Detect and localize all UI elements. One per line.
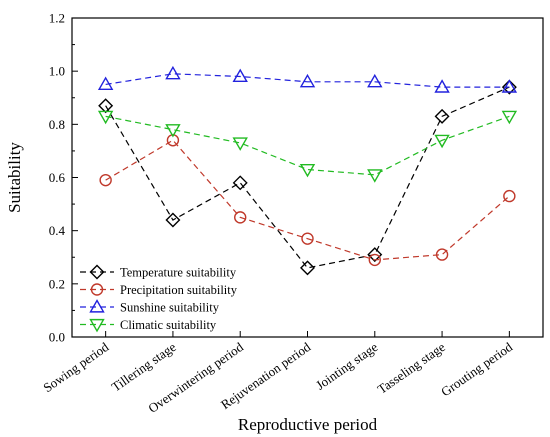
data-point (501, 110, 518, 125)
legend-label: Precipitation suitability (120, 283, 238, 297)
series-line (105, 115, 510, 176)
legend-marker (89, 299, 105, 313)
legend-label: Temperature suitability (120, 266, 237, 280)
data-point (232, 175, 248, 191)
data-point (434, 79, 450, 93)
data-point (232, 68, 248, 83)
data-point (501, 79, 517, 95)
data-point (435, 248, 449, 261)
data-point (503, 189, 516, 203)
data-point (165, 212, 181, 228)
y-tick-label: 0.6 (49, 170, 66, 185)
series-temperature-suitability (98, 79, 517, 276)
series-sunshine-suitability (97, 65, 518, 93)
data-point (165, 65, 181, 80)
data-point (97, 110, 114, 125)
y-tick-label: 1.0 (49, 64, 65, 79)
data-point (165, 124, 181, 138)
data-layer (97, 65, 518, 276)
legend-marker (90, 283, 104, 296)
data-point (299, 163, 316, 178)
x-tick-label: Tillering stage (109, 339, 179, 394)
x-tick-label: Jointing stage (313, 339, 381, 393)
series-climatic-suitability (97, 110, 518, 183)
series-line (105, 73, 510, 88)
y-tick-label: 0.4 (49, 223, 66, 238)
series-precipitation-suitability (99, 134, 516, 267)
y-tick-label: 0.8 (49, 117, 65, 132)
data-point (234, 211, 247, 224)
data-point (434, 134, 450, 149)
y-tick-label: 1.2 (49, 11, 65, 26)
y-tick-label: 0.0 (49, 330, 65, 345)
legend-marker (89, 264, 105, 280)
legend-marker (89, 318, 105, 333)
x-tick-label: Sowing period (40, 339, 111, 395)
x-tick-label: Tasseling stage (375, 339, 448, 397)
series-line (105, 86, 510, 269)
x-tick-label: Grouting period (438, 339, 515, 399)
data-point (300, 260, 315, 276)
data-point (367, 247, 383, 263)
legend-item: Sunshine suitability (80, 299, 220, 315)
legend-item: Climatic suitability (80, 318, 217, 333)
series-line (105, 139, 510, 261)
data-point (368, 253, 381, 267)
x-axis-title: Reproductive period (238, 415, 378, 434)
data-point (367, 169, 383, 183)
legend-item: Precipitation suitability (80, 283, 238, 297)
data-point (299, 73, 316, 88)
data-point (98, 98, 114, 114)
data-point (232, 137, 248, 151)
data-point (301, 232, 314, 245)
legend: Temperature suitability Precipitation sui… (80, 264, 238, 333)
data-point (97, 76, 114, 91)
legend-item: Temperature suitability (80, 264, 237, 280)
y-tick-label: 0.2 (49, 276, 65, 291)
legend-label: Sunshine suitability (120, 301, 220, 315)
axes: 0.0 0.2 0.4 0.6 0.8 1.0 1.2 Sowing periodTiller… (40, 11, 515, 416)
data-point (367, 73, 383, 88)
data-point (501, 79, 518, 93)
data-point (434, 108, 450, 124)
y-axis-title: Suitability (5, 142, 24, 213)
legend-label: Climatic suitability (120, 318, 217, 332)
data-point (99, 173, 112, 187)
